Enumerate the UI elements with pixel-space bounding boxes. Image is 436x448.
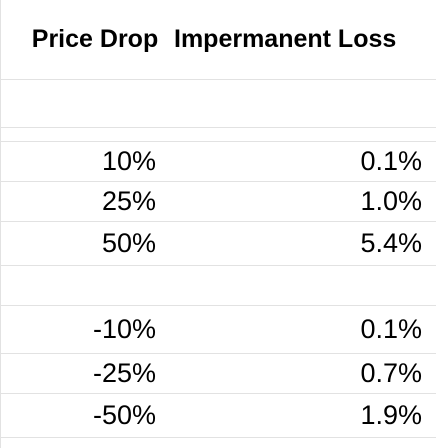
cell-text: 0.1% <box>360 146 422 176</box>
cell-impermanent-loss[interactable]: 5.4% <box>166 222 436 265</box>
header-row: Price Drop Impermanent Loss <box>0 0 436 80</box>
header-impermanent-loss-text: Impermanent Loss <box>174 25 397 53</box>
cell-text: 10% <box>101 146 156 176</box>
header-cell-impermanent-loss[interactable]: Impermanent Loss <box>166 0 436 79</box>
cell-impermanent-loss[interactable] <box>166 266 436 305</box>
table-row: 50% 5.4% <box>0 222 436 266</box>
cell-price-drop[interactable]: -50% <box>0 394 166 437</box>
cell-text: 1.9% <box>360 400 422 430</box>
cell-impermanent-loss[interactable]: 0.1% <box>166 142 436 181</box>
column-divider-left <box>0 0 1 448</box>
header-cell-price-drop[interactable]: Price Drop <box>0 0 166 79</box>
cell-text: -25% <box>92 358 156 388</box>
cell-price-drop[interactable]: -10% <box>0 306 166 353</box>
cell-price-drop[interactable]: -25% <box>0 354 166 393</box>
cell-text: 0.7% <box>360 358 422 388</box>
table-row <box>0 266 436 306</box>
cell-price-drop[interactable] <box>0 266 166 305</box>
cell-price-drop[interactable] <box>0 128 166 141</box>
table-row: 25% 1.0% <box>0 182 436 222</box>
cell-impermanent-loss[interactable]: 1.9% <box>166 394 436 437</box>
cell-text: 25% <box>101 186 156 216</box>
table-row <box>0 128 436 142</box>
cell-text: 0.1% <box>360 314 422 344</box>
table-row: -10% 0.1% <box>0 306 436 354</box>
table-row: -50% 1.9% <box>0 394 436 438</box>
cell-text: -50% <box>92 400 156 430</box>
header-price-drop-text: Price Drop <box>31 25 159 53</box>
table-row: 10% 0.1% <box>0 142 436 182</box>
table-row <box>0 80 436 128</box>
cell-impermanent-loss[interactable] <box>166 80 436 127</box>
table-row: -25% 0.7% <box>0 354 436 394</box>
cell-price-drop[interactable] <box>0 80 166 127</box>
cell-impermanent-loss[interactable]: 0.1% <box>166 306 436 353</box>
cell-impermanent-loss[interactable]: 1.0% <box>166 182 436 221</box>
cell-impermanent-loss[interactable] <box>166 128 436 141</box>
cell-text: 5.4% <box>360 228 422 258</box>
cell-text: 50% <box>101 228 156 258</box>
cell-price-drop[interactable]: 50% <box>0 222 166 265</box>
cell-text: -10% <box>92 314 156 344</box>
cell-price-drop[interactable]: 10% <box>0 142 166 181</box>
cell-price-drop[interactable]: 25% <box>0 182 166 221</box>
cell-text: 1.0% <box>360 186 422 216</box>
cell-impermanent-loss[interactable]: 0.7% <box>166 354 436 393</box>
